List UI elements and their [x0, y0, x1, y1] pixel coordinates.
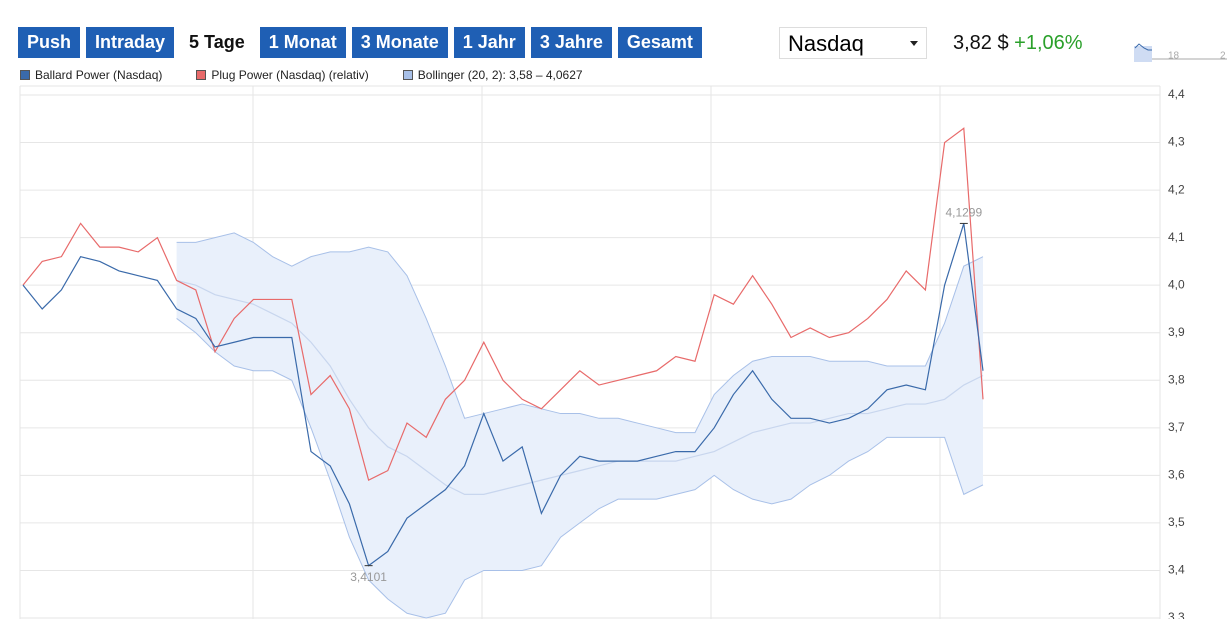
- band-middle: [176, 279, 984, 495]
- tab[interactable]: Intraday: [86, 27, 175, 58]
- y-tick-label: 3,5: [1168, 515, 1185, 529]
- legend-item: Bollinger (20, 2): 3,58 – 4,0627: [402, 68, 583, 82]
- legend-item: Plug Power (Nasdaq) (relativ): [196, 68, 369, 82]
- tab[interactable]: 3 Monate: [351, 27, 448, 58]
- quote: 3,82 $ +1,06%: [953, 32, 1083, 55]
- mini-label: 18: [1168, 51, 1180, 62]
- value-label: 4,1299: [945, 206, 982, 220]
- y-tick-label: 4,4: [1168, 87, 1185, 101]
- arrow: [910, 41, 918, 46]
- mini-label: 2: [1220, 51, 1226, 62]
- y-tick-label: 3,9: [1168, 325, 1185, 339]
- tab[interactable]: 5 Tage: [180, 27, 254, 58]
- y-tick-label: 4,3: [1168, 135, 1185, 149]
- exchange: Nasdaq: [788, 31, 864, 56]
- value-label: 3,4101: [350, 570, 387, 584]
- mini-window: [1134, 46, 1152, 62]
- tab[interactable]: Push: [18, 27, 81, 58]
- legend-label: Ballard Power (Nasdaq): [35, 68, 163, 82]
- legend-swatch: [20, 70, 30, 80]
- tab[interactable]: 3 Jahre: [530, 27, 612, 58]
- legend-swatch: [196, 70, 207, 80]
- y-tick-label: 4,0: [1168, 277, 1185, 291]
- exchange-select[interactable]: Nasdaq: [779, 27, 927, 59]
- y-tick-label: 3,3: [1168, 610, 1185, 619]
- band-upper: [176, 232, 984, 434]
- tabs: Push Intraday 5 Tage 1 Monat 3 Monate 1 Jahr 3…: [18, 27, 702, 58]
- legend-label: Plug Power (Nasdaq) (relativ): [211, 68, 369, 82]
- series-line: [22, 127, 984, 481]
- legend-swatch: [402, 70, 413, 80]
- mini-line: [1134, 43, 1152, 51]
- tab[interactable]: Gesamt: [617, 27, 702, 58]
- mini-chart[interactable]: 18 2: [1134, 38, 1227, 62]
- band-fill: [176, 232, 984, 618]
- legend: Ballard Power (Nasdaq) Plug Power (Nasdaq…: [20, 68, 617, 82]
- y-tick-label: 3,4: [1168, 563, 1185, 577]
- series-line: [22, 223, 984, 567]
- y-tick-label: 3,8: [1168, 372, 1185, 386]
- legend-label: Bollinger (20, 2): 3,58 – 4,0627: [417, 68, 583, 82]
- legend-item: Ballard Power (Nasdaq): [20, 68, 162, 82]
- tab[interactable]: 1 Monat: [259, 27, 346, 58]
- y-tick-label: 3,7: [1168, 420, 1185, 434]
- y-tick-label: 3,6: [1168, 468, 1185, 482]
- change: +1,06%: [1014, 32, 1083, 54]
- tab[interactable]: 1 Jahr: [453, 27, 525, 58]
- y-tick-label: 4,1: [1168, 230, 1185, 244]
- y-tick-label: 4,2: [1168, 182, 1185, 196]
- price: 3,82 $: [953, 32, 1009, 54]
- band-lower: [176, 318, 984, 619]
